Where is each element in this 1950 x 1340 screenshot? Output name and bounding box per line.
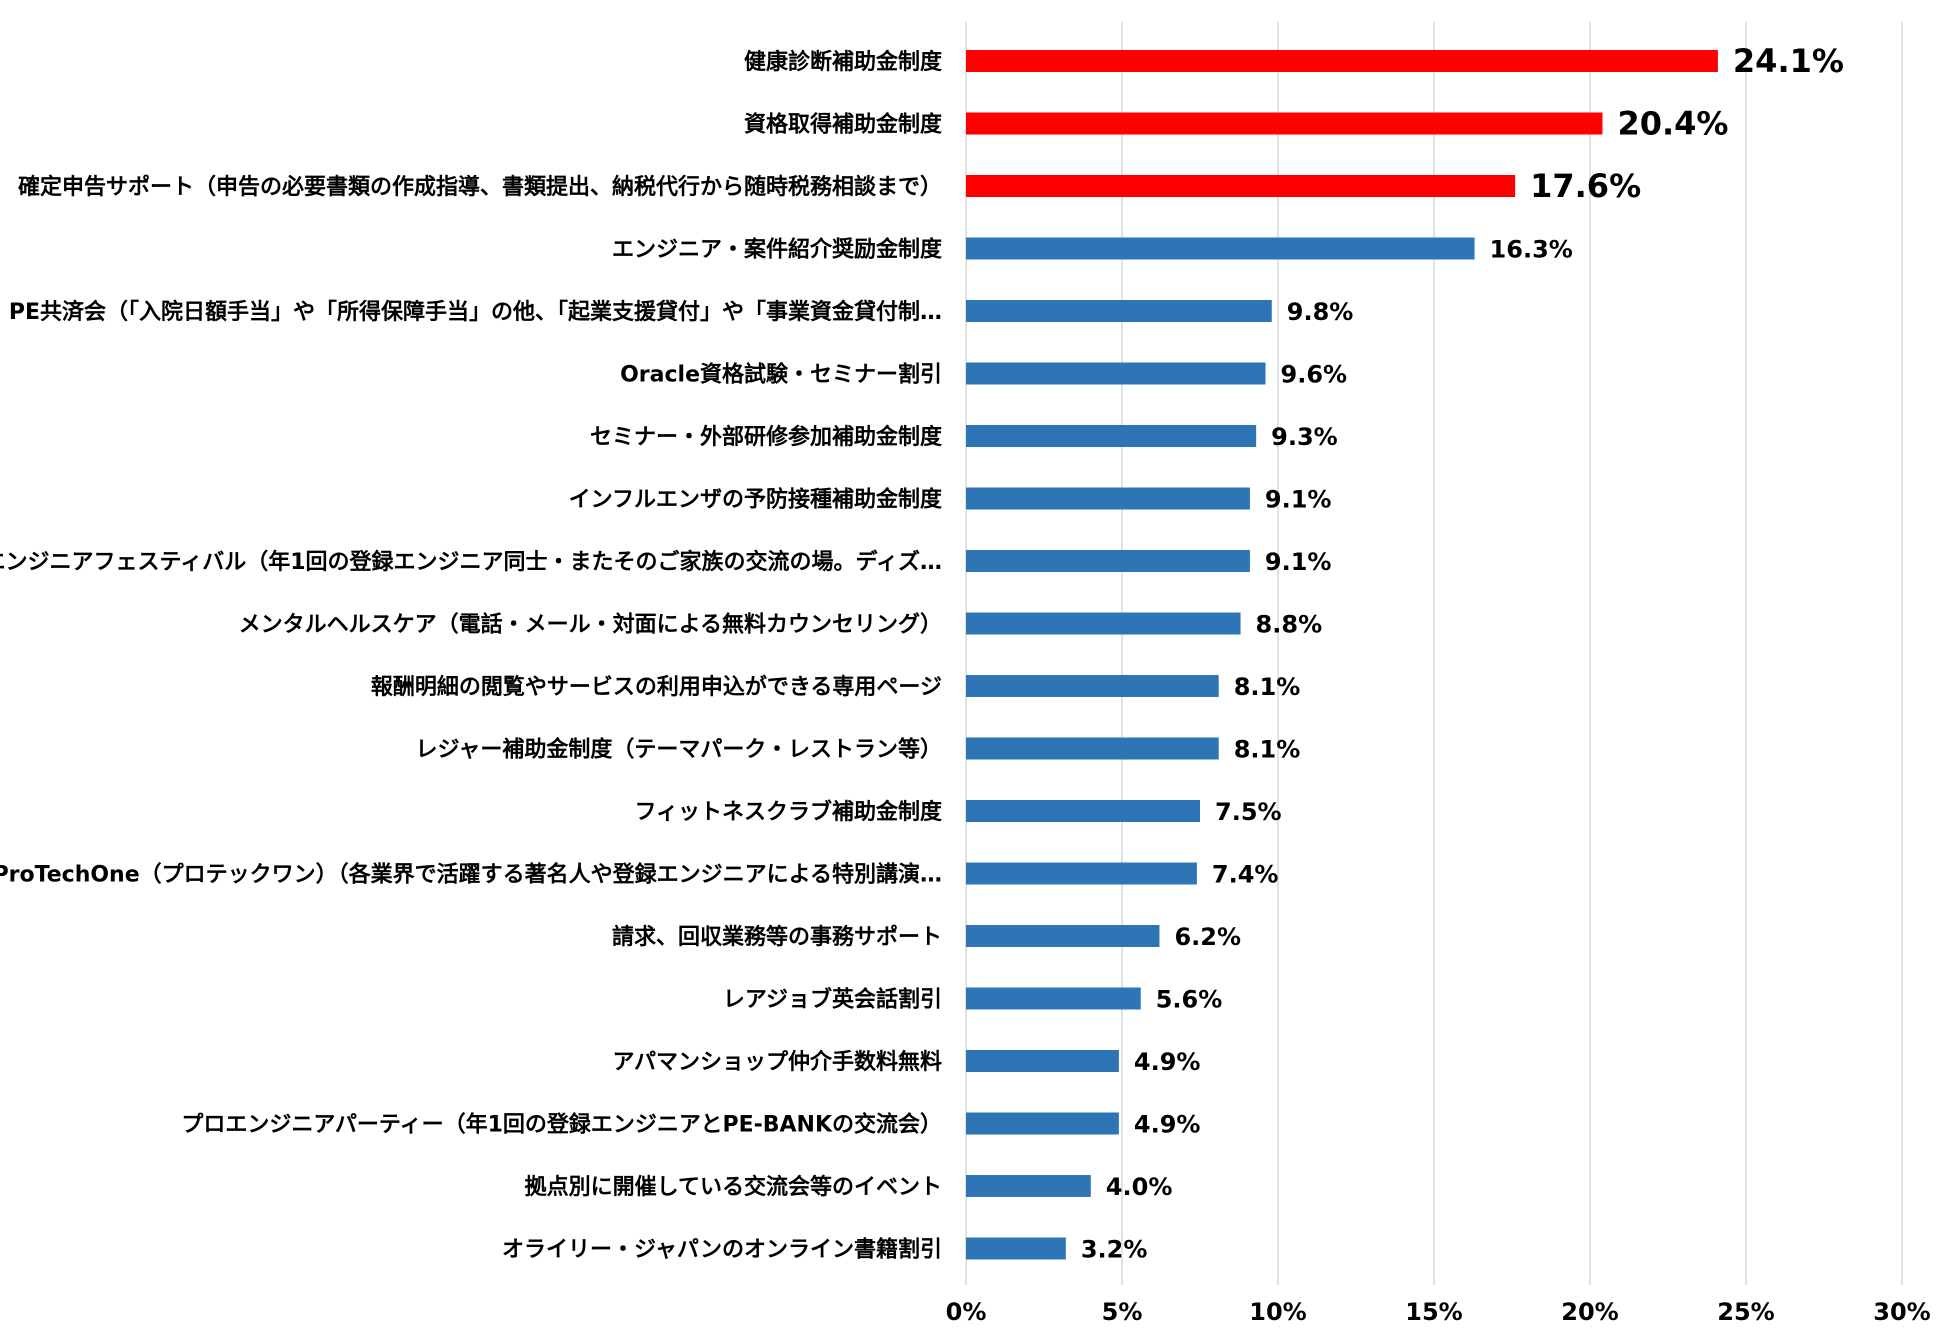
bar [966,175,1516,197]
bar [966,800,1200,822]
category-label: アパマンショップ仲介手数料無料 [612,1049,942,1075]
x-tick-label: 0% [946,1298,987,1326]
bar [966,1237,1066,1260]
value-label: 9.1% [1265,486,1332,514]
bar [966,1050,1119,1072]
value-label: 20.4% [1617,105,1728,143]
x-tick-label: 5% [1102,1298,1143,1326]
value-label: 9.1% [1265,548,1332,576]
gridlines [965,22,1903,1285]
value-label: 17.6% [1530,167,1641,205]
value-label: 9.8% [1287,298,1354,326]
category-label: PE共済会（「入院日額手当」や「所得保障手当」の他、「起業支援貸付」や「事業資金… [9,299,942,325]
bar [966,612,1241,635]
bar [966,50,1718,72]
value-label: 4.0% [1106,1173,1173,1201]
value-label: 9.6% [1281,361,1348,389]
x-tick-label: 20% [1561,1298,1618,1326]
x-tick-label: 15% [1405,1298,1462,1326]
category-label: レジャー補助金制度（テーマパーク・レストラン等） [416,737,942,763]
value-label: 9.3% [1271,423,1338,451]
bar [966,862,1197,885]
bars [966,50,1718,1260]
bar [966,425,1257,447]
category-label: ProTechOne（プロテックワン）（各業界で活躍する著名人や登録エンジニアに… [0,862,942,888]
category-label: 確定申告サポート（申告の必要書類の作成指導、書類提出、納税代行から随時税務相談ま… [18,174,942,200]
category-label: セミナー・外部研修参加補助金制度 [590,424,943,450]
category-label: 請求、回収業務等の事務サポート [612,924,942,950]
value-label: 7.4% [1212,861,1279,889]
bar [966,362,1266,385]
category-label: 資格取得補助金制度 [744,112,943,138]
value-label: 8.1% [1234,736,1301,764]
category-label: 健康診断補助金制度 [744,49,943,75]
category-label: Oracle資格試験・セミナー割引 [620,362,942,388]
x-tick-label: 10% [1249,1298,1306,1326]
bar [966,675,1219,697]
bar [966,737,1219,760]
x-tick-label: 25% [1717,1298,1774,1326]
x-tick-labels: 0% 5% 10% 15% 20% 25% 30% [946,1298,1931,1326]
value-label: 8.1% [1234,673,1301,701]
category-label: プロエンジニアフェスティバル（年1回の登録エンジニア同士・またそのご家族の交流の… [0,549,942,575]
value-label: 8.8% [1256,611,1323,639]
category-label: インフルエンザの予防接種補助金制度 [569,487,943,513]
value-labels: 24.1%20.4% 17.6% 16.3% 9.8% 9.6% 9.3% 9.1% 9.1%… [1081,42,1844,1264]
x-tick-label: 30% [1873,1298,1930,1326]
bar [966,237,1475,260]
category-label: メンタルヘルスケア（電話・メール・対面による無料カウンセリング） [239,612,942,638]
bar [966,1175,1091,1197]
value-label: 7.5% [1215,798,1282,826]
bar [966,550,1250,572]
category-label: フィットネスクラブ補助金制度 [634,799,943,825]
category-label: レアジョブ英会話割引 [723,987,942,1013]
bar [966,987,1141,1010]
value-label: 5.6% [1156,986,1223,1014]
bar [966,112,1603,135]
bar [966,925,1160,947]
bar [966,487,1250,510]
bar [966,1112,1119,1135]
value-label: 24.1% [1733,42,1844,80]
value-label: 6.2% [1174,923,1241,951]
category-label: プロエンジニアパーティー（年1回の登録エンジニアとPE-BANKの交流会） [181,1112,942,1138]
category-label: オライリー・ジャパンのオンライン書籍割引 [502,1237,942,1263]
category-label: 拠点別に開催している交流会等のイベント [525,1174,942,1200]
value-label: 4.9% [1134,1111,1201,1139]
category-label: エンジニア・案件紹介奨励金制度 [612,237,943,263]
value-label: 4.9% [1134,1048,1201,1076]
category-labels: 健康診断補助金制度資格取得補助金制度確定申告サポート（申告の必要書類の作成指導、… [0,49,943,1263]
value-label: 16.3% [1490,236,1573,264]
bar [966,300,1272,322]
category-label: 報酬明細の閲覧やサービスの利用申込ができる専用ページ [371,674,942,700]
value-label: 3.2% [1081,1236,1148,1264]
